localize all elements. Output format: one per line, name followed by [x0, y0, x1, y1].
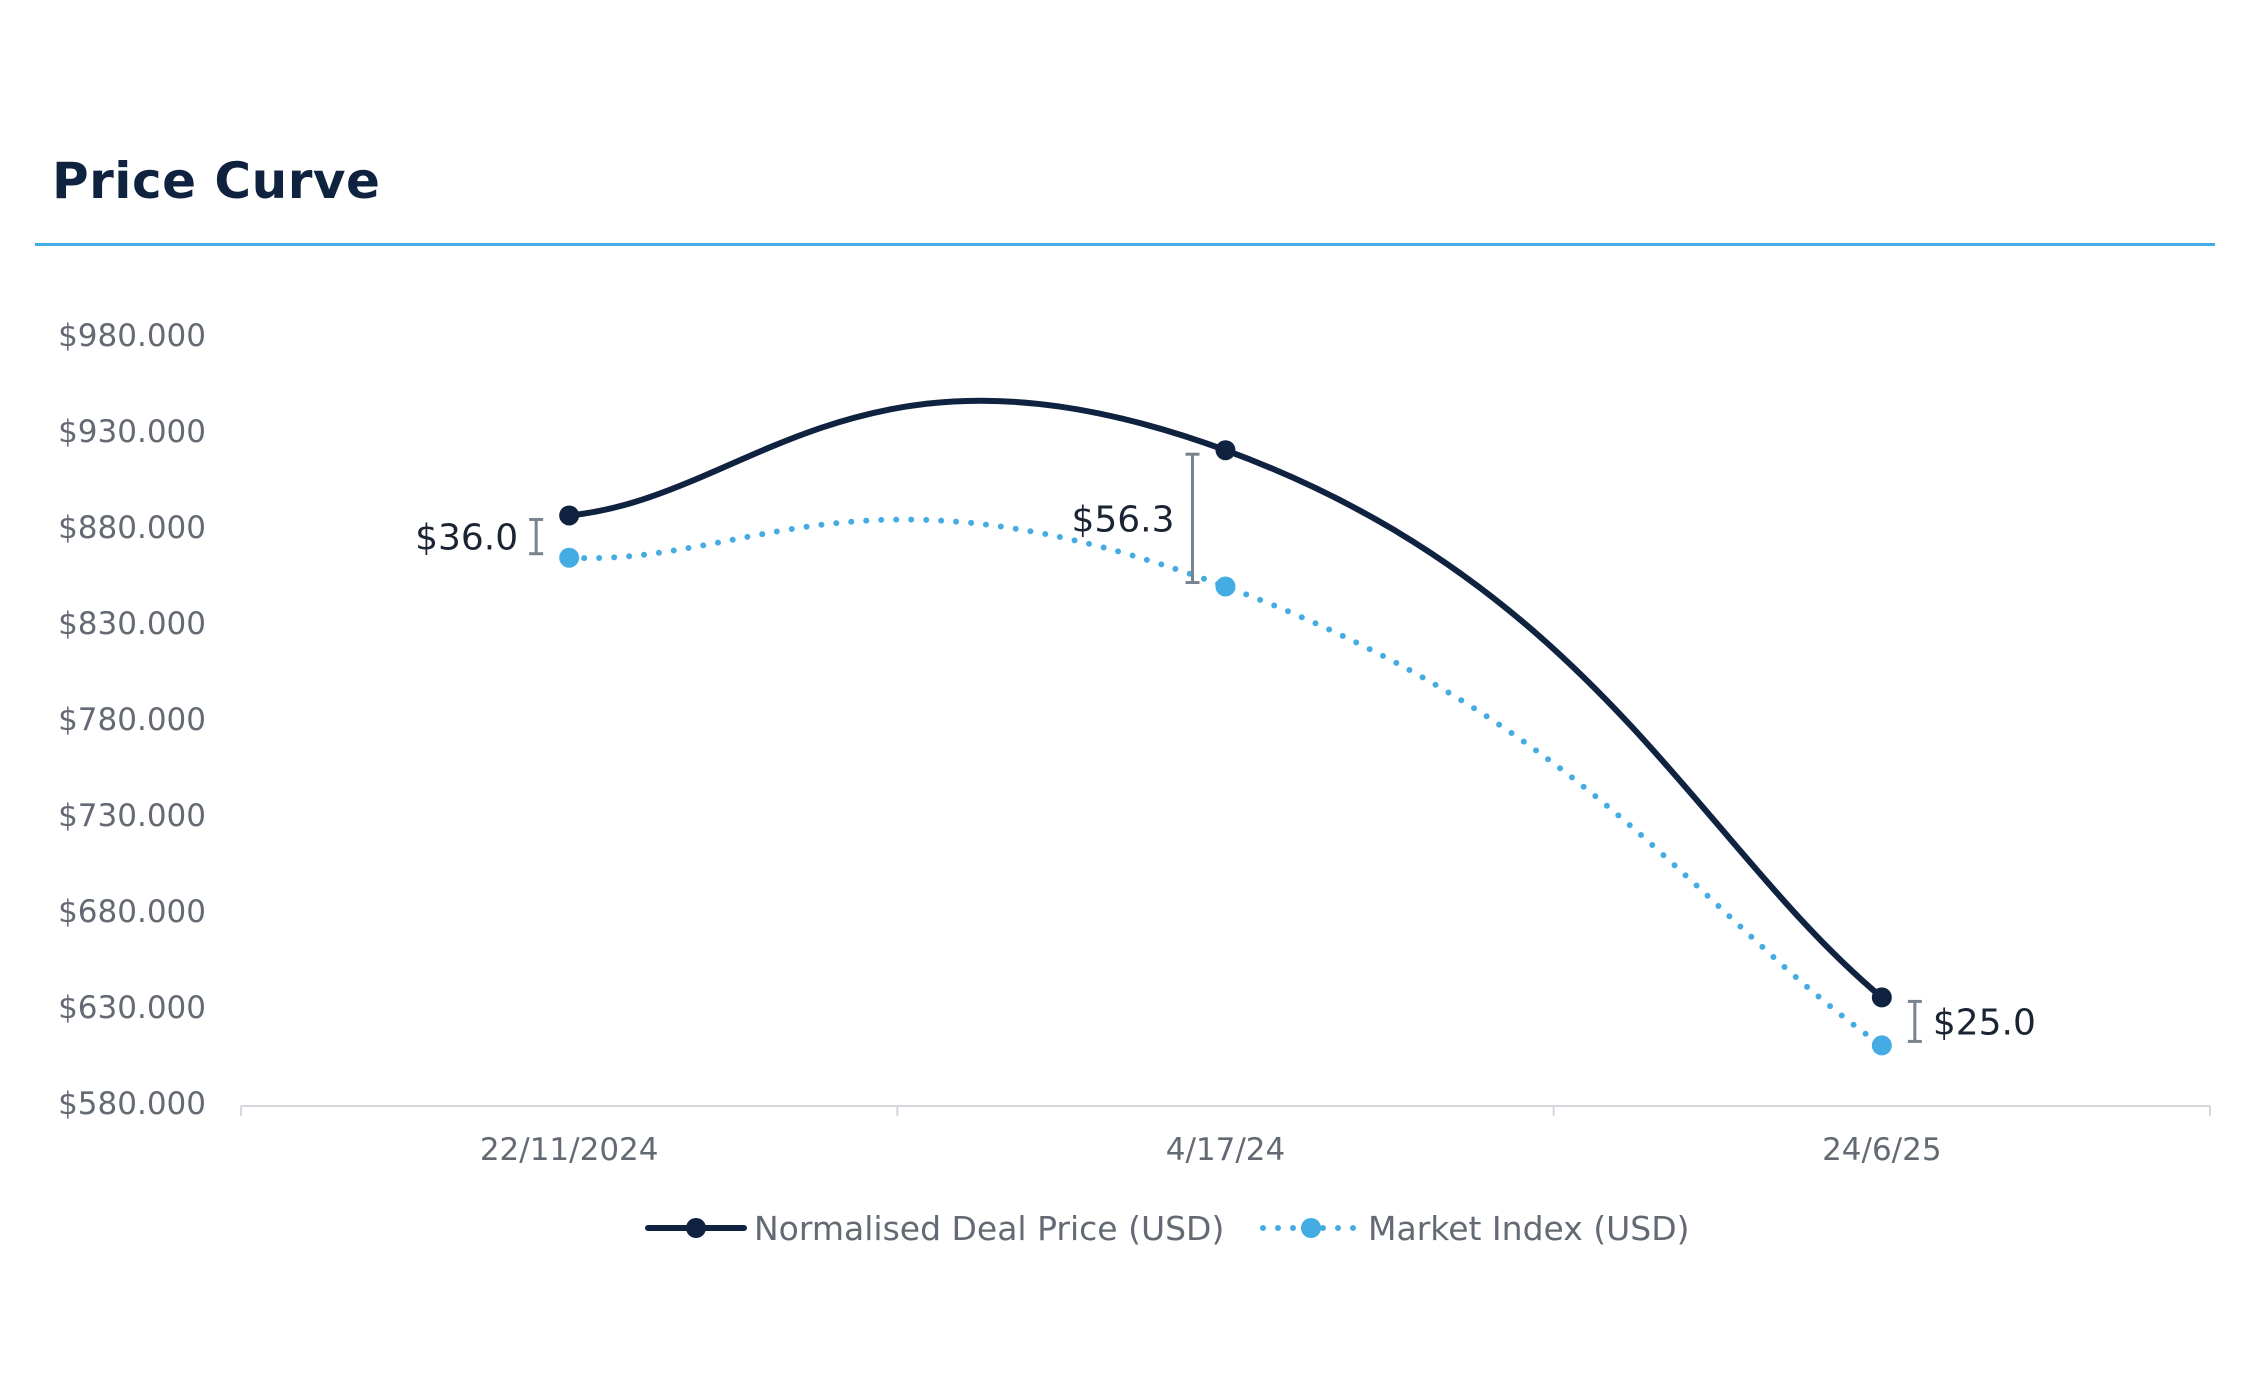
- y-tick-label: $730.000: [58, 798, 206, 834]
- gap-label: $36.0: [415, 518, 518, 559]
- legend-label: Normalised Deal Price (USD): [754, 1209, 1224, 1248]
- y-tick-label: $680.000: [58, 894, 206, 930]
- series-line: [566, 516, 1885, 1049]
- gap-bracket: [1907, 999, 1922, 1043]
- y-tick-label: $630.000: [58, 990, 206, 1026]
- gap-annotations: $36.0 $56.3 $25.0: [415, 452, 2036, 1043]
- legend-swatch-marker: [1301, 1218, 1321, 1238]
- series-layer: [559, 397, 1892, 1056]
- title-divider: [35, 243, 2215, 246]
- data-point[interactable]: [559, 547, 580, 568]
- data-point[interactable]: [1215, 440, 1236, 461]
- gap-bracket: [1185, 452, 1200, 585]
- data-point[interactable]: [1871, 1035, 1892, 1056]
- legend-swatch-marker: [686, 1218, 706, 1238]
- y-tick-label: $930.000: [58, 414, 206, 450]
- gap-label: $25.0: [1933, 1002, 2036, 1043]
- legend: Normalised Deal Price (USD) Market Index …: [645, 1209, 1690, 1248]
- y-tick-label: $780.000: [58, 702, 206, 738]
- series-market-index: [559, 516, 1892, 1056]
- x-tick-label: 22/11/2024: [480, 1132, 659, 1168]
- x-tick-label: 4/17/24: [1166, 1132, 1286, 1168]
- series-deal-price: [559, 397, 1892, 1008]
- y-tick-label: $580.000: [58, 1086, 206, 1122]
- y-tick-label: $830.000: [58, 606, 206, 642]
- legend-label: Market Index (USD): [1368, 1209, 1690, 1248]
- legend-item-market-index[interactable]: Market Index (USD): [1260, 1209, 1690, 1248]
- legend-item-deal-price[interactable]: Normalised Deal Price (USD): [645, 1209, 1224, 1248]
- x-axis: 22/11/2024 4/17/24 24/6/25: [240, 1105, 2211, 1168]
- data-point[interactable]: [1215, 576, 1236, 597]
- chart-title: Price Curve: [52, 152, 381, 210]
- series-line: [566, 397, 1885, 1001]
- y-tick-label: $980.000: [58, 318, 206, 354]
- data-point[interactable]: [559, 505, 580, 526]
- gap-bracket: [529, 517, 544, 556]
- x-tick-label: 24/6/25: [1822, 1132, 1942, 1168]
- y-axis: $980.000 $930.000 $880.000 $830.000 $780.000…: [58, 318, 206, 1122]
- gap-label: $56.3: [1071, 499, 1174, 540]
- data-point[interactable]: [1871, 987, 1892, 1008]
- y-tick-label: $880.000: [58, 510, 206, 546]
